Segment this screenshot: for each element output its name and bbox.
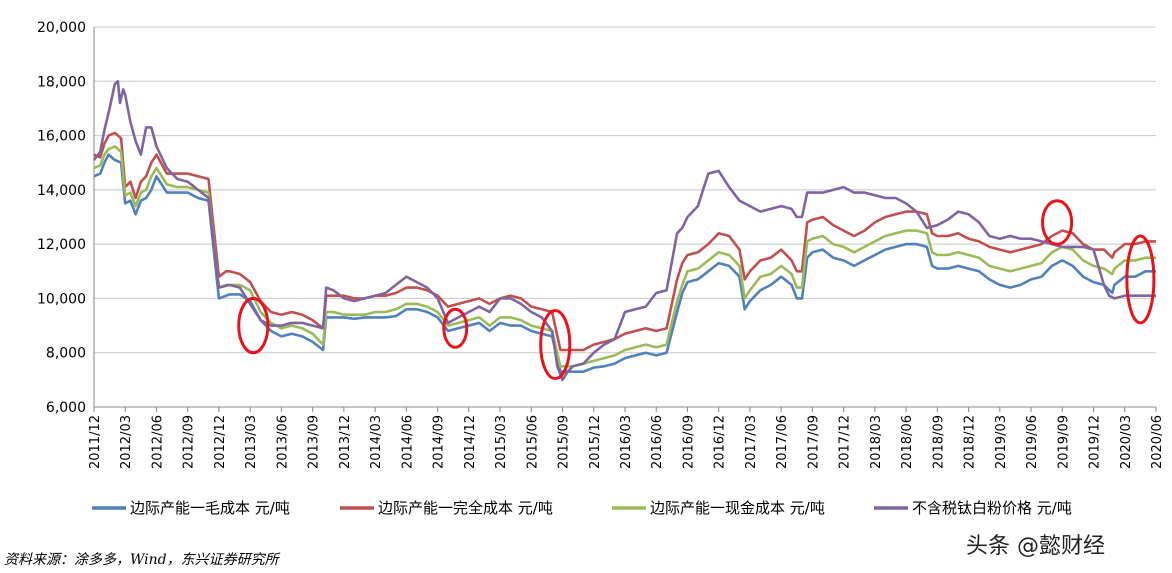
x-tick-label: 2014/06	[400, 415, 415, 469]
series-lines	[92, 80, 1156, 382]
x-tick-label: 2012/12	[213, 415, 228, 469]
x-tick-label: 2013/09	[307, 415, 322, 469]
source-note: 资料来源：涂多多，Wind，东兴证券研究所	[4, 552, 279, 568]
highlight-ellipse	[237, 296, 270, 355]
x-tick-label: 2016/12	[713, 415, 728, 469]
x-tick-label: 2020/03	[1119, 415, 1134, 469]
x-tick-label: 2017/06	[775, 415, 790, 469]
x-tick-label: 2019/09	[1056, 415, 1071, 469]
legend: 边际产能一毛成本 元/吨 边际产能一完全成本 元/吨 边际产能一现金成本 元/吨 不含…	[92, 499, 1072, 517]
x-tick-label: 2014/09	[432, 415, 447, 469]
series-line-1	[93, 153, 1156, 373]
series-line-2	[93, 131, 1156, 352]
x-tick-label: 2012/06	[150, 415, 165, 469]
x-tick-label: 2018/12	[963, 415, 978, 469]
x-tick-label: 2017/09	[806, 415, 821, 469]
x-tick-label: 2019/03	[994, 415, 1009, 469]
x-tick-label: 2018/03	[869, 415, 884, 469]
x-axis-ticks: 2011/12 2012/03 2012/06 2012/09 2012/12 2013/…	[88, 407, 1165, 469]
x-tick-label: 2016/06	[650, 415, 665, 469]
grid-lines	[94, 26, 1156, 354]
x-tick-label: 2011/12	[88, 415, 103, 469]
legend-label: 不含税钛白粉价格 元/吨	[912, 499, 1072, 517]
y-tick-label: 10,000	[37, 291, 86, 307]
x-tick-label: 2016/03	[619, 415, 634, 469]
series-line-4	[92, 80, 1156, 382]
highlight-ellipse	[1125, 234, 1156, 325]
y-axis-ticks: 6,000 8,000 10,000 12,000 14,000 16,000 18,000…	[37, 20, 86, 416]
legend-label: 边际产能一毛成本 元/吨	[130, 499, 290, 517]
x-tick-label: 2012/03	[119, 415, 134, 469]
y-tick-label: 12,000	[37, 237, 86, 253]
watermark: 头条 @懿财经	[966, 534, 1105, 559]
y-tick-label: 16,000	[37, 129, 86, 145]
y-tick-label: 6,000	[46, 400, 86, 416]
y-tick-label: 14,000	[37, 183, 86, 199]
highlight-ellipse	[1041, 199, 1074, 246]
legend-label: 边际产能一现金成本 元/吨	[650, 499, 825, 517]
x-tick-label: 2015/09	[557, 415, 572, 469]
x-tick-label: 2017/12	[838, 415, 853, 469]
x-tick-label: 2015/12	[588, 415, 603, 469]
highlight-ellipse	[539, 309, 572, 381]
x-tick-label: 2018/06	[900, 415, 915, 469]
x-tick-label: 2015/03	[494, 415, 509, 469]
y-tick-label: 8,000	[46, 346, 86, 362]
annotations	[237, 199, 1156, 381]
x-tick-label: 2016/09	[681, 415, 696, 469]
x-tick-label: 2014/12	[463, 415, 478, 469]
x-tick-label: 2017/03	[744, 415, 759, 469]
x-tick-label: 2018/09	[931, 415, 946, 469]
x-tick-label: 2020/06	[1150, 415, 1165, 469]
x-tick-label: 2013/03	[244, 415, 259, 469]
legend-label: 边际产能一完全成本 元/吨	[378, 499, 553, 517]
x-tick-label: 2019/12	[1088, 415, 1103, 469]
x-tick-label: 2014/03	[369, 415, 384, 469]
x-tick-label: 2013/12	[338, 415, 353, 469]
y-tick-label: 20,000	[37, 20, 86, 36]
x-tick-label: 2015/06	[525, 415, 540, 469]
x-tick-label: 2013/06	[275, 415, 290, 469]
x-tick-label: 2012/09	[182, 415, 197, 469]
x-tick-label: 2019/06	[1025, 415, 1040, 469]
y-tick-label: 18,000	[37, 74, 86, 90]
highlight-ellipse	[442, 307, 469, 349]
